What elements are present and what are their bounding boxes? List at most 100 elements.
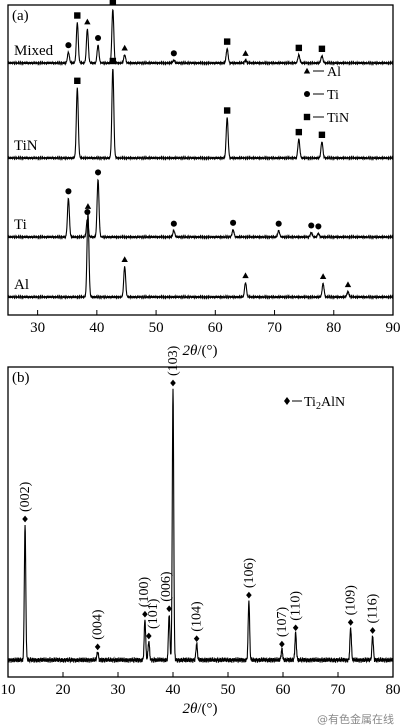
peak-marker-diamond xyxy=(193,635,200,643)
panel-b: (b) (002)(004)(100)(101)(006)(103)(104)(… xyxy=(1,345,400,717)
peak-label-004: (004) xyxy=(91,609,106,640)
peak-marker-circle xyxy=(275,220,282,227)
peak-marker-square xyxy=(223,107,231,114)
panel-a-label: (a) xyxy=(12,8,29,24)
legend-tin-label: TiN xyxy=(327,111,349,126)
legend-square-marker xyxy=(303,113,311,121)
peak-label-107: (107) xyxy=(275,606,290,637)
peak-label-116: (116) xyxy=(366,593,381,623)
panel-b-legend: Ti2AlN xyxy=(284,395,345,412)
peak-label-006: (006) xyxy=(159,571,174,602)
legend-ti2aln-label: Ti2AlN xyxy=(304,395,345,412)
peak-marker-diamond xyxy=(142,610,148,618)
pattern-label-al: Al xyxy=(14,277,29,293)
peak-marker-triangle xyxy=(121,44,128,51)
peak-marker-circle xyxy=(308,222,315,229)
peak-marker-diamond xyxy=(246,591,252,599)
peak-marker-triangle xyxy=(84,18,91,25)
peak-marker-circle xyxy=(170,50,177,57)
peak-marker-circle xyxy=(65,42,72,49)
pattern-line-mixed xyxy=(7,8,394,67)
pattern-label-mixed: Mixed xyxy=(14,43,54,59)
panel-a-x-tick-label-80: 80 xyxy=(326,320,341,336)
peak-marker-circle xyxy=(84,208,91,216)
peak-marker-circle xyxy=(94,34,102,42)
peak-marker-circle xyxy=(170,220,177,227)
panel-b-x-tick-label-50: 50 xyxy=(221,682,236,698)
peak-marker-triangle xyxy=(242,50,249,56)
panel-a-x-tick-label-90: 90 xyxy=(386,320,400,336)
panel-a-x-tick-label-60: 60 xyxy=(208,320,223,336)
legend-ti-label: Ti xyxy=(327,88,339,103)
peak-label-106: (106) xyxy=(242,557,257,588)
panel-a-x-tick-label-40: 40 xyxy=(89,320,104,336)
panel-b-label: (b) xyxy=(12,370,30,386)
peak-marker-square xyxy=(74,12,81,19)
panel-b-pattern: (002) (004) (100)(101)(006) (103) (104) (106)… xyxy=(7,345,394,664)
pattern-label-tin: TiN xyxy=(14,138,38,154)
peak-marker-square xyxy=(109,57,117,65)
legend-circle-marker xyxy=(303,90,311,98)
peak-marker-square xyxy=(318,131,326,138)
peak-label-002: (002) xyxy=(18,481,33,512)
panel-a-x-axis-title: 2θ/(°) xyxy=(182,343,217,359)
panel-a-legend: Al Ti TiN xyxy=(303,65,349,126)
panel-a-x-tick-label-30: 30 xyxy=(30,320,45,336)
panel-a-patterns: Mixed TiN Ti Al xyxy=(7,0,394,301)
peak-marker-diamond xyxy=(146,632,152,640)
peak-marker-diamond xyxy=(170,379,176,387)
pattern-line-ti2aln xyxy=(7,388,394,664)
peak-marker-circle xyxy=(65,188,72,195)
panel-b-x-tick-label-20: 20 xyxy=(56,682,71,698)
pattern-line-ti xyxy=(7,178,394,241)
peak-label-109: (109) xyxy=(344,585,359,616)
peak-marker-square xyxy=(74,77,81,84)
panel-b-frame xyxy=(7,366,394,678)
peak-label-101: (101) xyxy=(146,598,161,629)
peak-marker-circle xyxy=(315,223,322,230)
peak-marker-diamond xyxy=(166,605,172,613)
panel-b-x-tick-label-10: 10 xyxy=(1,682,16,698)
peak-marker-triangle xyxy=(121,256,128,262)
panel-b-x-tick-label-60: 60 xyxy=(276,682,291,698)
peak-marker-diamond xyxy=(94,643,101,651)
peak-label-104: (104) xyxy=(190,601,205,632)
panel-a-x-tick-label-50: 50 xyxy=(149,320,164,336)
legend-al-label: Al xyxy=(327,65,341,80)
pattern-line-tin xyxy=(7,68,394,162)
peak-marker-circle xyxy=(94,169,102,176)
panel-a-x-axis: 30 40 50 60 70 80 90 xyxy=(30,310,400,336)
panel-b-x-axis-title: 2θ/(°) xyxy=(182,701,217,717)
panel-b-x-axis: 10 20 30 40 50 60 70 80 xyxy=(1,672,400,698)
peak-marker-square xyxy=(295,44,303,52)
peak-marker-triangle xyxy=(319,273,327,280)
peak-marker-triangle xyxy=(84,203,92,209)
peak-marker-triangle xyxy=(242,272,249,279)
peak-marker-triangle xyxy=(344,281,352,288)
peak-marker-diamond xyxy=(347,619,354,626)
panel-b-x-tick-label-40: 40 xyxy=(166,682,181,698)
pattern-label-ti: Ti xyxy=(14,217,27,233)
peak-label-103: (103) xyxy=(166,345,181,376)
legend-triangle-marker xyxy=(303,67,311,74)
peak-marker-square xyxy=(295,128,303,136)
panel-a-x-tick-label-70: 70 xyxy=(267,320,282,336)
legend-diamond-marker xyxy=(284,397,290,405)
panel-a-frame xyxy=(7,4,394,316)
peak-marker-diamond xyxy=(279,640,285,648)
peak-marker-square xyxy=(318,45,326,52)
peak-label-100: (100) xyxy=(137,577,152,608)
peak-marker-diamond xyxy=(369,627,376,634)
watermark: @有色金属在线 xyxy=(317,712,394,726)
peak-marker-square xyxy=(223,38,231,45)
panel-b-x-tick-label-80: 80 xyxy=(386,682,400,698)
peak-marker-diamond xyxy=(22,515,28,523)
peak-marker-circle xyxy=(230,219,237,226)
panel-b-x-tick-label-30: 30 xyxy=(111,682,126,698)
peak-marker-diamond xyxy=(292,624,299,632)
peak-marker-square xyxy=(109,0,117,6)
peak-label-110: (110) xyxy=(289,591,304,621)
panel-b-x-tick-label-70: 70 xyxy=(331,682,346,698)
